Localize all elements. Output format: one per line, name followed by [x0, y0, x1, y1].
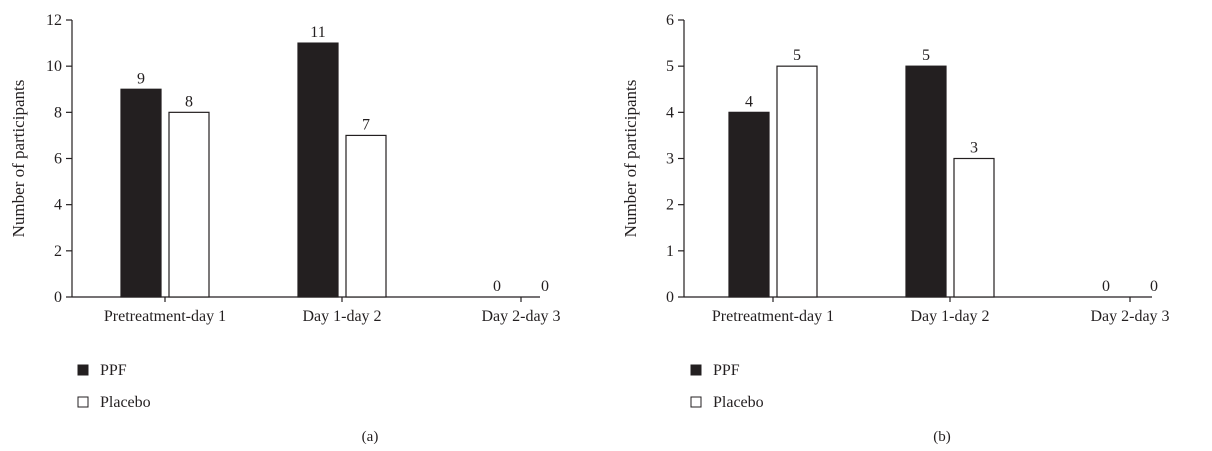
x-category-label: Pretreatment-day 1 [104, 308, 226, 325]
panel-label: (b) [933, 429, 951, 445]
legend-swatch-ppf [690, 364, 702, 376]
bar-placebo-2 [345, 134, 387, 298]
y-tick-label: 12 [46, 12, 62, 29]
y-tick-label: 0 [666, 289, 674, 306]
x-category-label: Day 2-day 3 [481, 308, 560, 325]
data-label: 7 [362, 116, 370, 133]
legend-label-ppf: PPF [100, 362, 127, 379]
bar-placebo-2 [953, 157, 995, 298]
y-tick-label: 4 [54, 197, 62, 214]
y-axis-title: Number of participants [621, 80, 640, 238]
y-tick-label: 1 [666, 243, 674, 260]
legend-swatch-placebo [77, 396, 89, 408]
bar-ppf-2 [905, 65, 947, 298]
data-label: 0 [1102, 278, 1110, 295]
y-axis-title: Number of participants [9, 80, 28, 238]
legend-swatch-placebo [690, 396, 702, 408]
y-tick-label: 2 [54, 243, 62, 260]
legend-label-ppf: PPF [713, 362, 740, 379]
data-label: 5 [922, 47, 930, 64]
x-category-label: Day 1-day 2 [302, 308, 381, 325]
data-label: 0 [493, 278, 501, 295]
y-tick-label: 10 [46, 58, 62, 75]
panel-label: (a) [362, 429, 379, 445]
y-tick-label: 8 [54, 104, 62, 121]
y-tick-label: 5 [666, 58, 674, 75]
chart-panel-2: 0 1 2 3 4 5 6 Pretreatment-day 1 Day 1-day 2 Day … [621, 12, 1170, 445]
y-tick-label: 2 [666, 197, 674, 214]
data-label: 5 [793, 47, 801, 64]
bar-placebo-1 [776, 65, 818, 298]
bar-ppf-1 [120, 88, 162, 298]
x-category-label: Pretreatment-day 1 [712, 308, 834, 325]
legend-swatch-ppf [77, 364, 89, 376]
data-label: 8 [185, 93, 193, 110]
data-label: 3 [970, 140, 978, 157]
bar-ppf-2 [297, 42, 339, 298]
y-tick-label: 6 [666, 12, 674, 29]
data-label: 4 [745, 93, 753, 110]
data-label: 0 [541, 278, 549, 295]
y-tick-label: 3 [666, 151, 674, 168]
bar-placebo-1 [168, 111, 210, 298]
legend-label-placebo: Placebo [713, 394, 764, 411]
data-label: 9 [137, 70, 145, 87]
data-label: 0 [1150, 278, 1158, 295]
y-tick-label: 6 [54, 151, 62, 168]
y-tick-label: 0 [54, 289, 62, 306]
chart-panel-1: 0 2 4 6 8 10 12 Pretreatment-day 1 Day 1-day 2 Da… [9, 12, 561, 445]
legend-label-placebo: Placebo [100, 394, 151, 411]
y-tick-label: 4 [666, 104, 674, 121]
data-label: 11 [310, 24, 325, 41]
x-category-label: Day 2-day 3 [1090, 308, 1169, 325]
bar-ppf-1 [728, 111, 770, 298]
x-category-label: Day 1-day 2 [910, 308, 989, 325]
